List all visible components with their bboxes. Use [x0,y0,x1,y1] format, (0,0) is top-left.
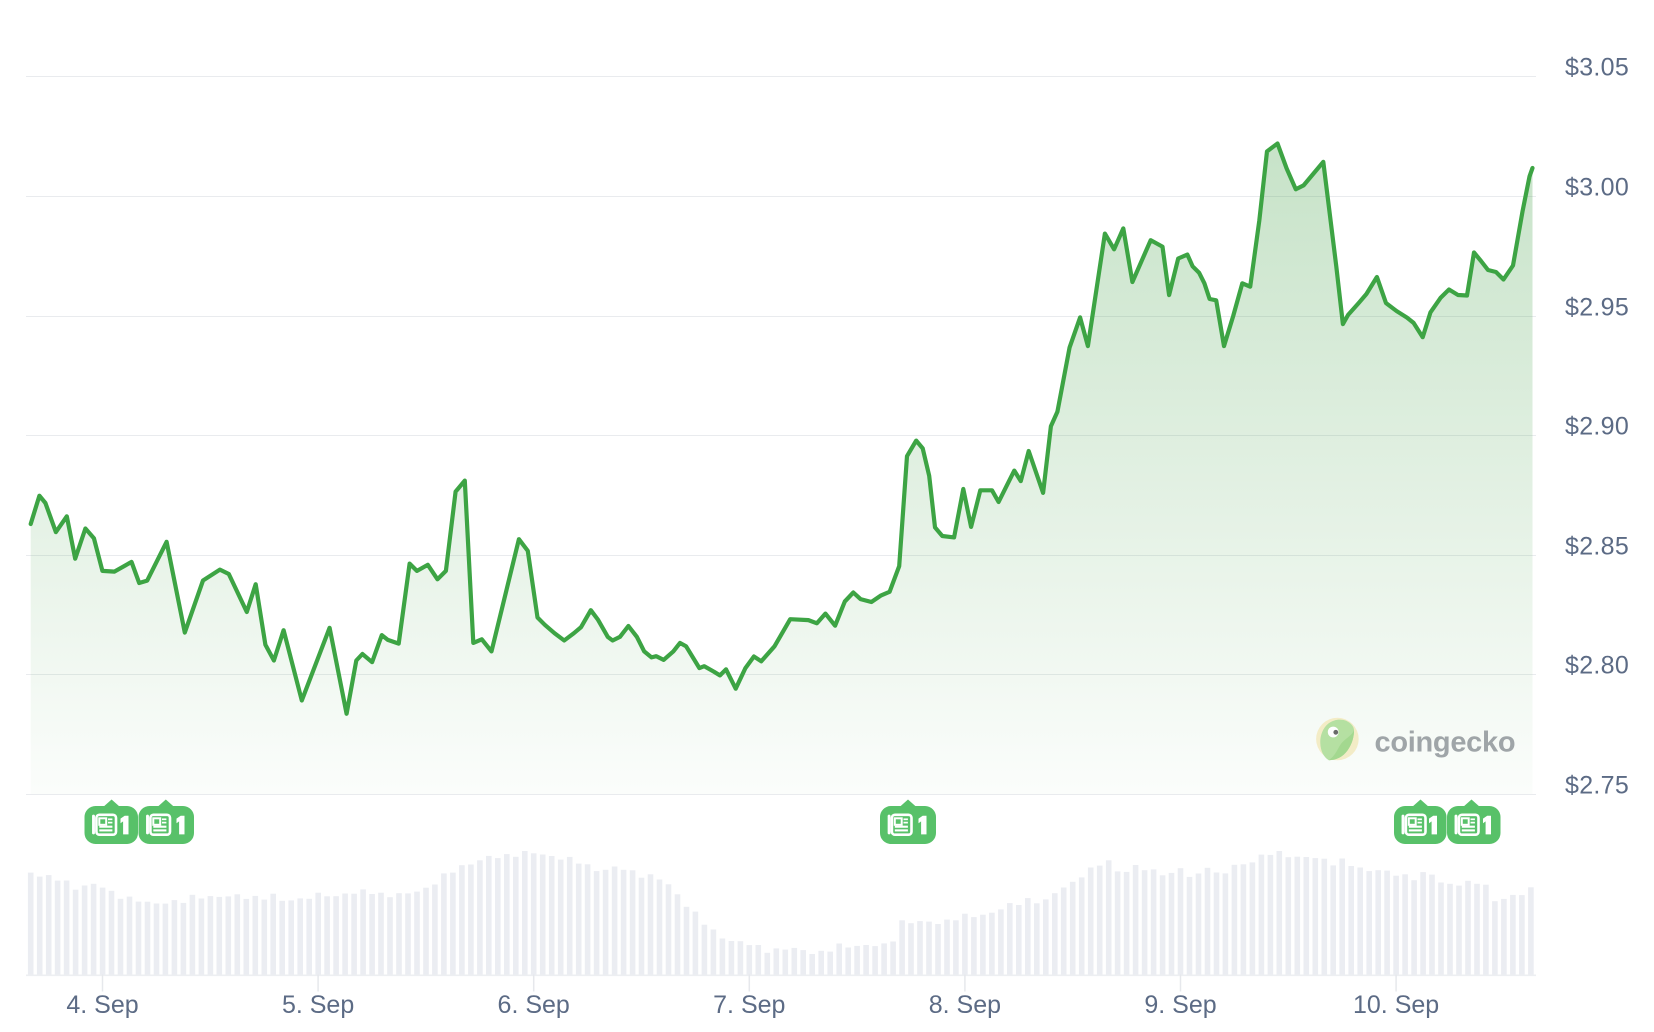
svg-text:$2.85: $2.85 [1565,533,1629,561]
svg-text:4. Sep: 4. Sep [66,991,138,1019]
svg-text:$2.90: $2.90 [1565,413,1629,441]
svg-text:6. Sep: 6. Sep [498,991,570,1019]
svg-text:5. Sep: 5. Sep [282,991,354,1019]
svg-text:$2.80: $2.80 [1565,652,1629,680]
svg-text:coingecko: coingecko [1375,727,1516,759]
svg-text:$3.05: $3.05 [1565,54,1629,82]
svg-text:10. Sep: 10. Sep [1353,991,1439,1019]
svg-text:7. Sep: 7. Sep [713,991,785,1019]
svg-text:$3.00: $3.00 [1565,174,1629,202]
svg-text:8. Sep: 8. Sep [929,991,1001,1019]
svg-text:$2.95: $2.95 [1565,294,1629,322]
svg-text:9. Sep: 9. Sep [1144,991,1216,1019]
svg-text:$2.75: $2.75 [1565,772,1629,800]
